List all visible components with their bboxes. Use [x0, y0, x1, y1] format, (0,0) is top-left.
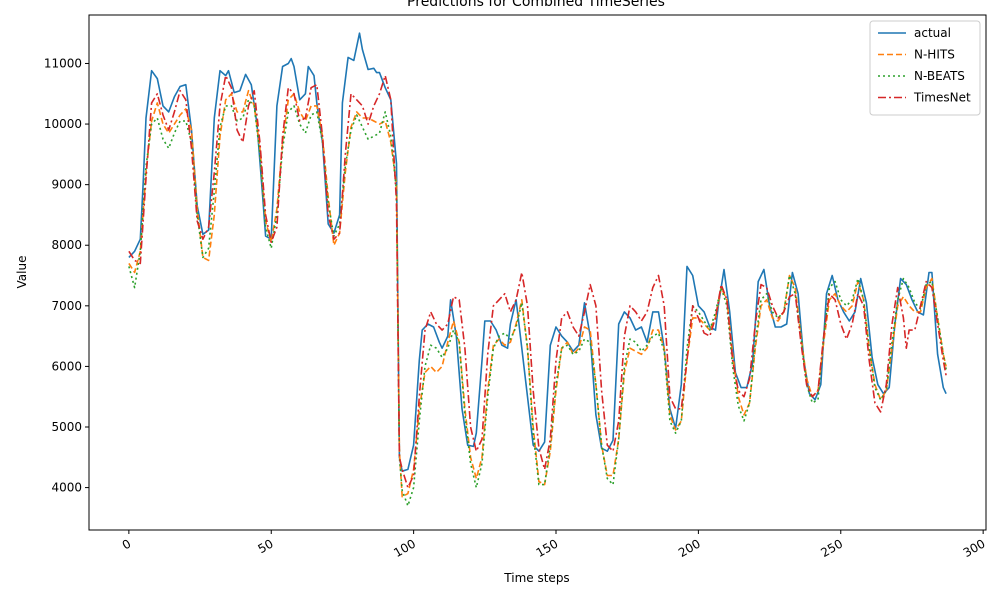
series-line-2	[128, 99, 947, 507]
legend: actual N-HITS N-BEATS TimesNet	[869, 20, 981, 116]
y-tick-label: 6000	[51, 359, 82, 373]
legend-label-3: TimesNet	[913, 91, 971, 105]
legend-label-1: N-HITS	[914, 48, 955, 62]
y-tick-label: 7000	[51, 299, 82, 313]
y-tick-label: 11000	[44, 56, 82, 70]
legend-label-0: actual	[914, 26, 951, 40]
series-layer	[128, 32, 947, 507]
legend-label-2: N-BEATS	[914, 69, 965, 83]
y-axis-label: Value	[15, 256, 29, 289]
legend-box	[869, 20, 981, 116]
y-axis: 4000 5000 6000 7000 8000 9000 10000 11000	[44, 56, 89, 495]
y-tick-label: 9000	[51, 178, 82, 192]
y-tick-label: 4000	[51, 481, 82, 495]
x-axis-label: Time steps	[503, 571, 569, 585]
y-tick-label: 8000	[51, 238, 82, 252]
plot-frame	[88, 14, 987, 531]
y-tick-label: 10000	[44, 117, 82, 131]
chart-title: Predictions for Combined TimeSeries	[407, 0, 665, 10]
y-tick-label: 5000	[51, 420, 82, 434]
x-tick-label: 50	[256, 536, 276, 556]
